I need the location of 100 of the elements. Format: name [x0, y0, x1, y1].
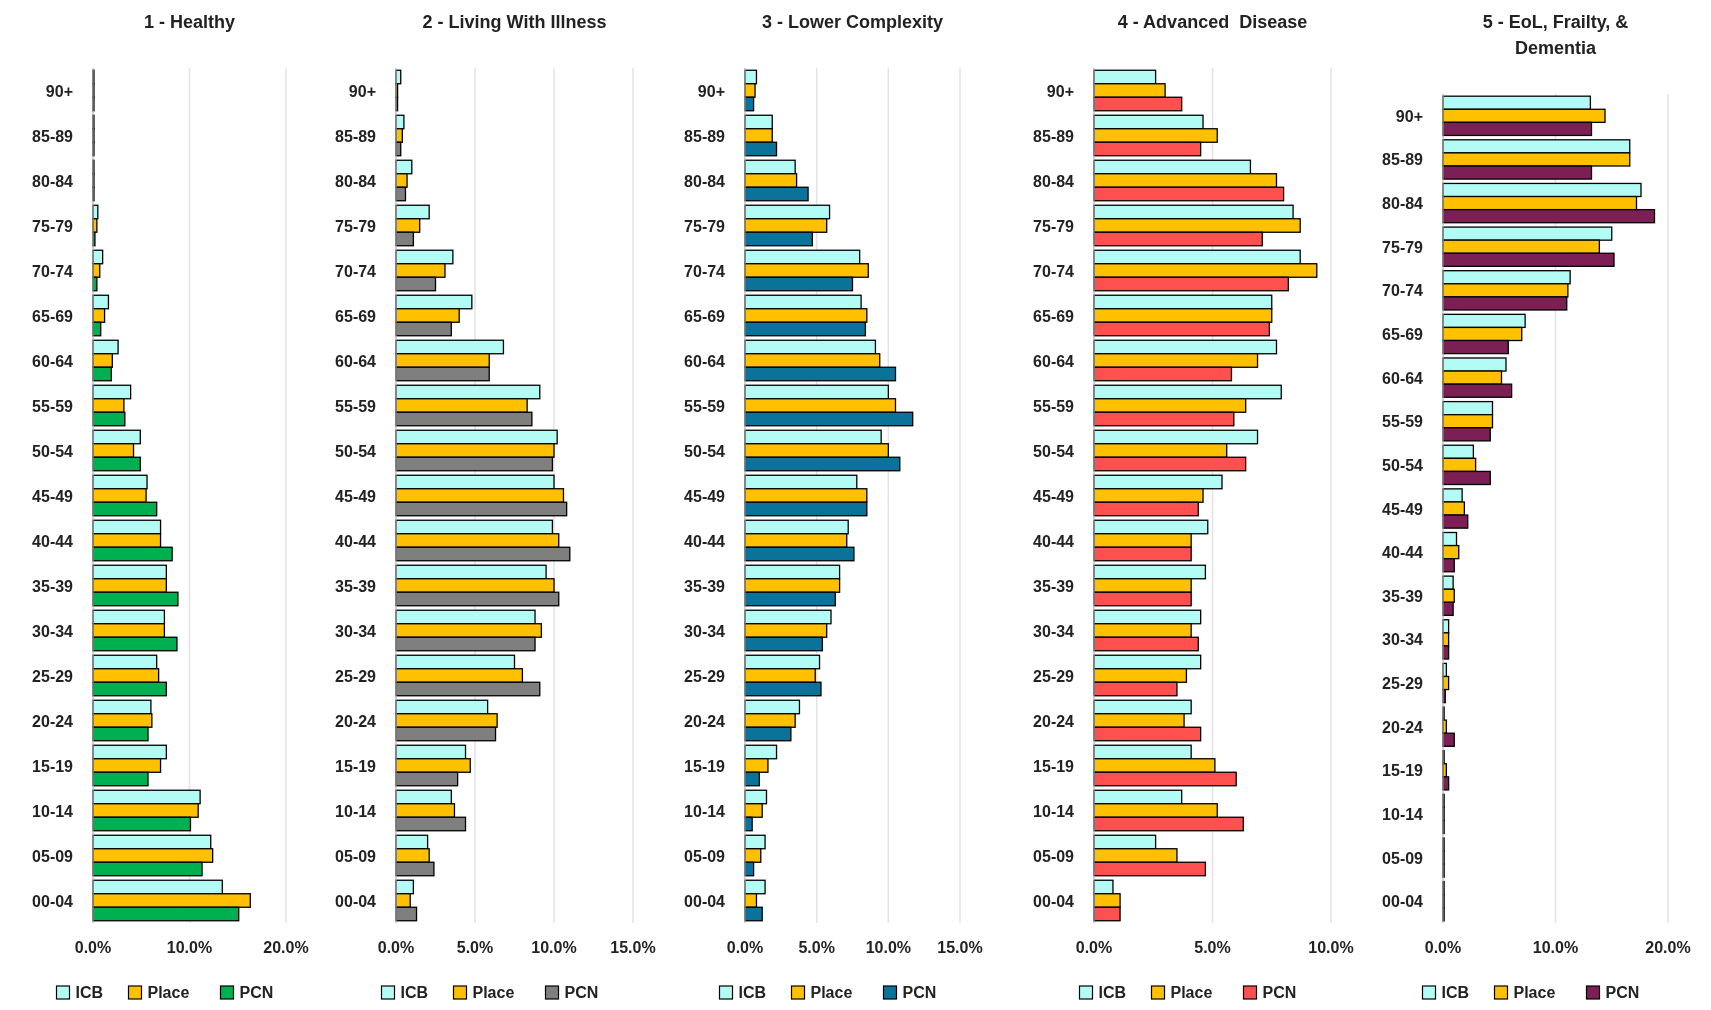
y-tick-label: 45-49 [32, 487, 74, 505]
legend-label: ICB [75, 984, 104, 1001]
y-tick-label: 05-09 [32, 847, 74, 865]
x-tick-label: 5.0% [1194, 939, 1231, 956]
y-tick-label: 50-54 [1382, 456, 1424, 474]
y-tick-label: 45-49 [1033, 487, 1075, 505]
x-tick-label: 0.0% [1075, 939, 1113, 956]
x-tick-label: 0.0% [377, 939, 415, 956]
y-tick-label: 60-64 [1382, 369, 1424, 387]
x-tick-label: 20.0% [1645, 939, 1691, 956]
chart-title: 1 - Healthy [143, 12, 236, 32]
y-tick-label: 40-44 [32, 532, 74, 550]
legend-label: Place [810, 984, 853, 1001]
y-tick-label: 30-34 [1382, 631, 1424, 649]
y-tick-label: 85-89 [335, 127, 377, 145]
y-tick-label: 35-39 [32, 577, 74, 595]
x-tick-label: 10.0% [1532, 939, 1579, 956]
y-tick-label: 80-84 [1033, 172, 1075, 190]
y-tick-label: 05-09 [684, 847, 726, 865]
y-tick-label: 15-19 [684, 757, 726, 775]
legend-label: Place [1513, 984, 1556, 1001]
y-tick-label: 50-54 [1033, 442, 1075, 460]
y-tick-label: 50-54 [335, 442, 377, 460]
y-tick-label: 10-14 [1382, 805, 1424, 823]
y-tick-label: 80-84 [32, 172, 74, 190]
y-tick-label: 10-14 [684, 802, 726, 820]
y-tick-label: 20-24 [1382, 718, 1424, 736]
x-tick-label: 10.0% [531, 939, 577, 956]
y-tick-label: 00-04 [1382, 893, 1424, 911]
x-tick-label: 5.0% [798, 939, 835, 956]
y-tick-label: 55-59 [684, 397, 726, 415]
y-tick-label: 00-04 [32, 892, 74, 910]
x-tick-label: 10.0% [166, 939, 213, 956]
y-tick-label: 30-34 [335, 622, 377, 640]
y-tick-label: 35-39 [1033, 577, 1075, 595]
x-tick-label: 15.0% [610, 939, 656, 956]
y-tick-label: 30-34 [32, 622, 74, 640]
y-tick-label: 55-59 [32, 397, 74, 415]
y-tick-label: 25-29 [684, 667, 726, 685]
y-tick-label: 60-64 [684, 352, 726, 370]
y-tick-label: 50-54 [684, 442, 726, 460]
y-tick-label: 10-14 [32, 802, 74, 820]
y-tick-label: 20-24 [335, 712, 377, 730]
y-tick-label: 00-04 [684, 892, 726, 910]
y-tick-label: 05-09 [1033, 847, 1075, 865]
y-tick-label: 60-64 [32, 352, 74, 370]
legend-label: ICB [738, 984, 767, 1001]
x-tick-label: 15.0% [937, 939, 983, 956]
y-tick-label: 75-79 [32, 217, 74, 235]
y-tick-label: 70-74 [684, 262, 726, 280]
y-tick-label: 20-24 [1033, 712, 1075, 730]
y-tick-label: 85-89 [1382, 151, 1424, 169]
legend-label: ICB [1441, 984, 1470, 1001]
y-tick-label: 45-49 [335, 487, 377, 505]
y-tick-label: 40-44 [1033, 532, 1075, 550]
y-tick-label: 55-59 [1382, 413, 1424, 431]
y-tick-label: 35-39 [1382, 587, 1424, 605]
legend-label: Place [472, 984, 515, 1001]
y-tick-label: 65-69 [684, 307, 726, 325]
x-tick-label: 0.0% [74, 939, 112, 956]
y-tick-label: 65-69 [1033, 307, 1075, 325]
legend-label: PCN [564, 984, 599, 1001]
y-tick-label: 65-69 [1382, 325, 1424, 343]
y-tick-label: 90+ [348, 82, 376, 100]
x-tick-label: 10.0% [1308, 939, 1354, 956]
y-tick-label: 25-29 [335, 667, 377, 685]
y-tick-label: 30-34 [1033, 622, 1075, 640]
x-tick-label: 0.0% [726, 939, 764, 956]
legend-label: Place [1170, 984, 1213, 1001]
y-tick-label: 90+ [1046, 82, 1074, 100]
y-tick-label: 65-69 [335, 307, 377, 325]
y-tick-label: 75-79 [1382, 238, 1424, 256]
y-tick-label: 15-19 [1382, 762, 1424, 780]
y-tick-label: 80-84 [335, 172, 377, 190]
y-tick-label: 65-69 [32, 307, 74, 325]
y-tick-label: 25-29 [32, 667, 74, 685]
legend-label: PCN [1262, 984, 1297, 1001]
y-tick-label: 60-64 [1033, 352, 1075, 370]
legend-label: Place [147, 984, 190, 1001]
y-tick-label: 25-29 [1033, 667, 1075, 685]
x-tick-label: 20.0% [263, 939, 309, 956]
y-tick-label: 85-89 [684, 127, 726, 145]
y-tick-label: 45-49 [684, 487, 726, 505]
y-tick-label: 45-49 [1382, 500, 1424, 518]
y-tick-label: 80-84 [684, 172, 726, 190]
y-tick-label: 55-59 [335, 397, 377, 415]
y-tick-label: 85-89 [1033, 127, 1075, 145]
y-tick-label: 35-39 [684, 577, 726, 595]
y-tick-label: 90+ [1395, 107, 1423, 125]
legend-label: PCN [902, 984, 937, 1001]
y-tick-label: 90+ [45, 82, 73, 100]
y-tick-label: 15-19 [335, 757, 377, 775]
legend-label: PCN [239, 984, 274, 1001]
y-tick-label: 70-74 [32, 262, 74, 280]
legend-label: ICB [400, 984, 429, 1001]
y-tick-label: 75-79 [335, 217, 377, 235]
y-tick-label: 75-79 [684, 217, 726, 235]
y-tick-label: 35-39 [335, 577, 377, 595]
y-tick-label: 30-34 [684, 622, 726, 640]
y-tick-label: 15-19 [32, 757, 74, 775]
